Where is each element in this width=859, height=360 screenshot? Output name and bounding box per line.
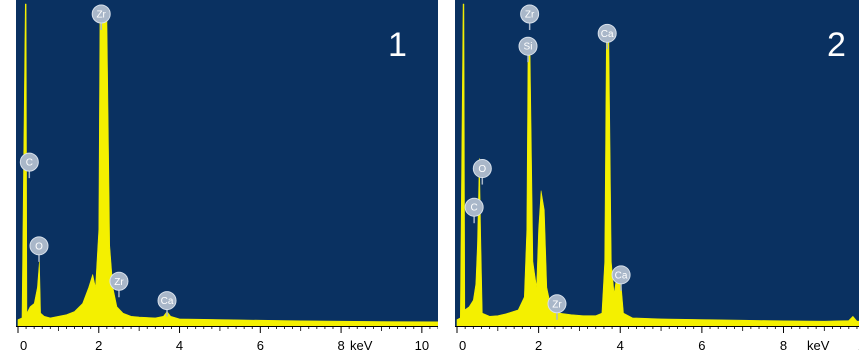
marker-label: C	[26, 158, 33, 169]
element-marker-zr: Zr	[91, 4, 111, 30]
element-marker-ca: Ca	[611, 265, 631, 291]
marker-circle	[157, 291, 177, 311]
spectrum-chart-2: 2 Zr Si Ca O C Zr Ca 0 2 4 6 8 10 keV	[455, 0, 859, 353]
x-tick-label: 0	[459, 338, 466, 353]
spectrum-panel-2: 2 Zr Si Ca O C Zr Ca 0 2 4 6 8 10 keV	[455, 0, 859, 360]
x-tick-label: 4	[617, 338, 624, 353]
x-tick-label: 10	[858, 338, 859, 353]
x-tick-label: 8	[780, 338, 787, 353]
element-marker-ca: Ca	[157, 291, 177, 317]
marker-label: C	[471, 203, 478, 214]
element-marker-zr: Zr	[520, 4, 540, 30]
marker-circle	[611, 265, 631, 285]
marker-label: Zr	[96, 10, 106, 21]
marker-circle	[597, 23, 617, 43]
marker-circle	[109, 271, 129, 291]
plot-area	[455, 0, 859, 326]
element-marker-o: O	[472, 159, 492, 185]
x-tick-label: 6	[257, 338, 264, 353]
spectrum-chart-1: 1 Zr C O Zr Ca 0 2 4 6 8 10 keV	[16, 0, 438, 353]
x-tick-label: 4	[176, 338, 183, 353]
marker-circle	[19, 152, 39, 172]
panel-number-label: 1	[388, 26, 407, 64]
spectrum-series	[17, 3, 438, 327]
x-tick-label: 2	[95, 338, 102, 353]
marker-label: Ca	[615, 270, 628, 281]
marker-label: Ca	[601, 29, 614, 40]
element-marker-c: C	[19, 152, 39, 179]
x-tick-label: 0	[20, 338, 27, 353]
marker-circle	[472, 159, 492, 179]
element-marker-o: O	[29, 236, 49, 262]
marker-label: O	[478, 164, 486, 175]
marker-label: Ca	[161, 296, 174, 307]
element-marker-c: C	[464, 197, 484, 224]
element-marker-si: Si	[518, 36, 538, 63]
marker-circle	[91, 4, 111, 24]
marker-circle	[547, 294, 567, 314]
marker-label: Zr	[525, 10, 535, 21]
marker-circle	[464, 197, 484, 217]
marker-label: Zr	[552, 299, 562, 310]
marker-label: Zr	[114, 277, 124, 288]
marker-label: O	[35, 241, 43, 252]
marker-circle	[518, 36, 538, 56]
spectrum-panel-1: 1 Zr C O Zr Ca 0 2 4 6 8 10 keV	[16, 0, 438, 360]
x-tick-label: 10	[415, 338, 429, 353]
x-tick-label: 8	[337, 338, 344, 353]
x-axis-unit-label: keV	[807, 338, 830, 353]
element-marker-ca: Ca	[597, 23, 617, 50]
element-marker-zr: Zr	[109, 271, 129, 298]
x-tick-label: 2	[535, 338, 542, 353]
x-tick-label: 6	[698, 338, 705, 353]
marker-circle	[520, 4, 540, 24]
panel-number-label: 2	[827, 26, 846, 64]
element-marker-zr: Zr	[547, 294, 567, 320]
spectrum-series	[456, 3, 859, 327]
x-axis-unit-label: keV	[350, 338, 373, 353]
marker-label: Si	[524, 42, 533, 53]
marker-circle	[29, 236, 49, 256]
plot-area	[16, 0, 438, 326]
